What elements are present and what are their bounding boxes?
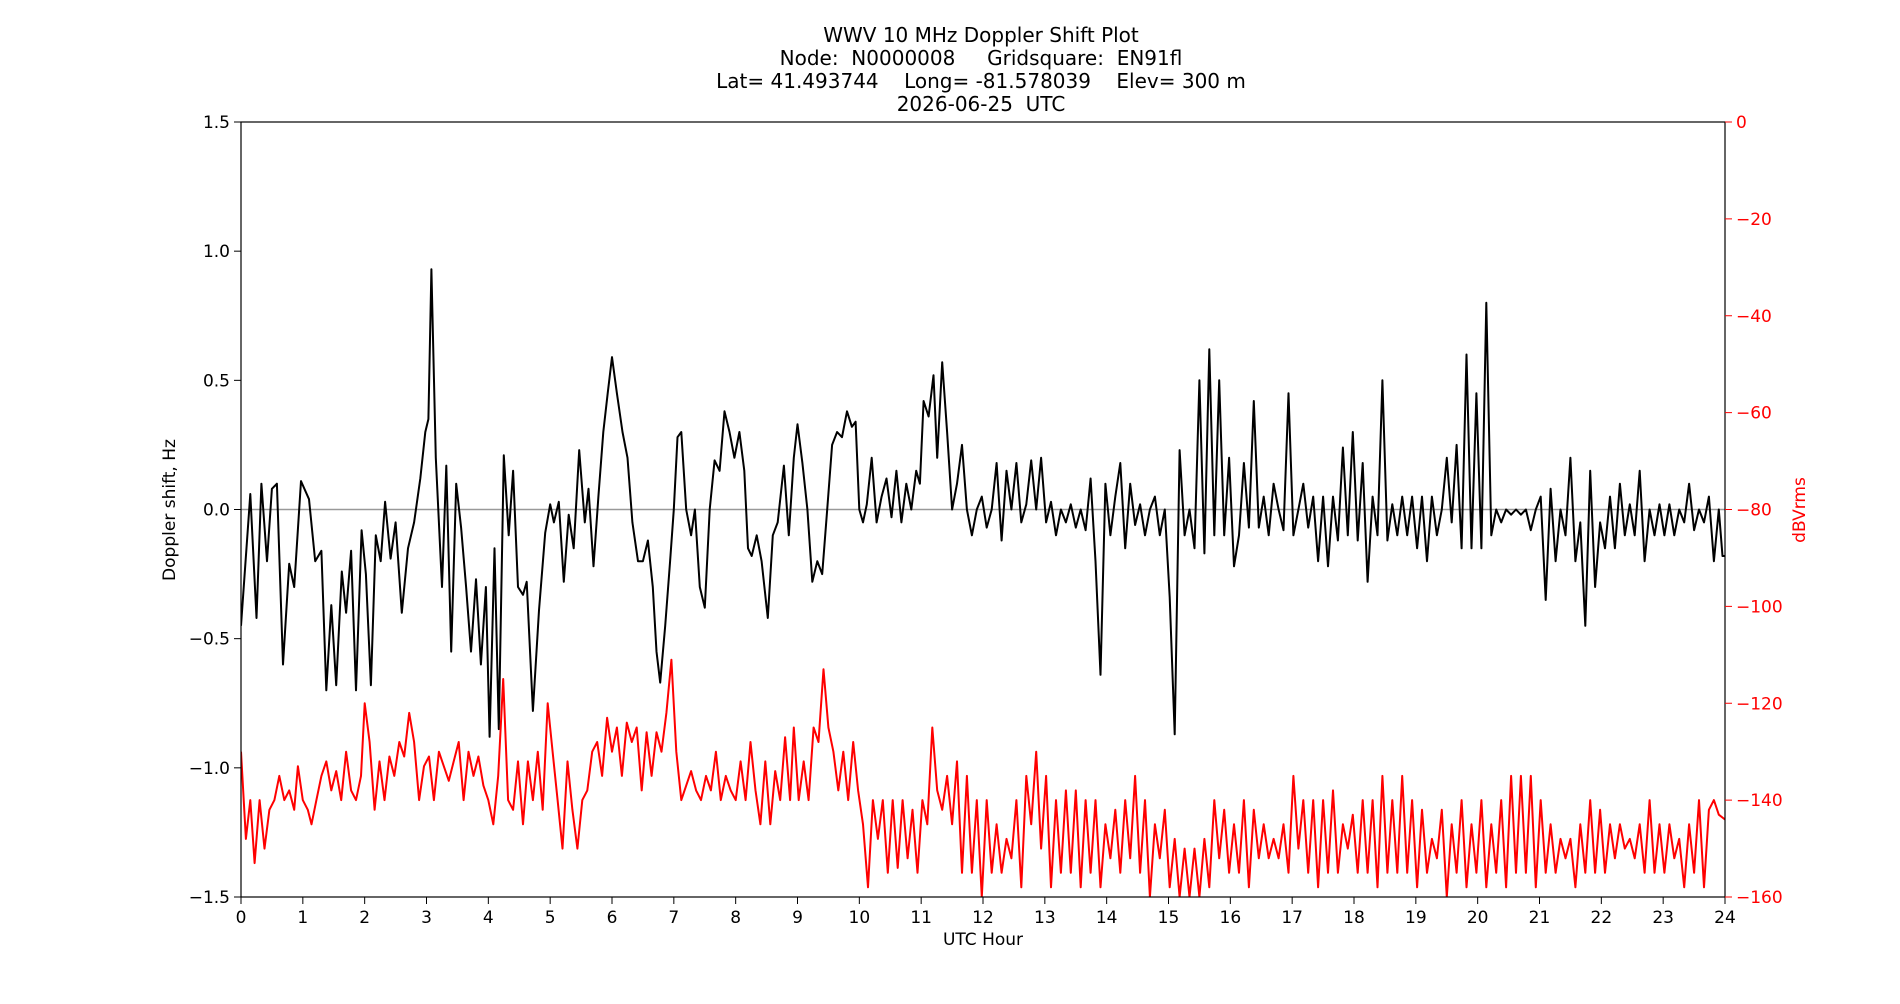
y2-tick-label: −120 xyxy=(1736,694,1783,714)
x-tick-label: 24 xyxy=(1714,908,1736,928)
y-tick-label: −1.5 xyxy=(189,888,230,908)
y2-tick-label: −140 xyxy=(1736,791,1783,811)
x-tick-label: 12 xyxy=(972,908,994,928)
y-tick-label: −0.5 xyxy=(189,630,230,650)
y2-tick-label: −100 xyxy=(1736,597,1783,617)
x-tick-label: 17 xyxy=(1281,908,1303,928)
x-tick-label: 23 xyxy=(1652,908,1674,928)
x-tick-label: 11 xyxy=(910,908,932,928)
x-tick-label: 2 xyxy=(359,908,370,928)
title-line-4: 2026-06-25 UTC xyxy=(897,92,1066,116)
x-tick-label: 0 xyxy=(236,908,247,928)
x-tick-label: 18 xyxy=(1343,908,1365,928)
series-layer xyxy=(241,268,1725,897)
x-tick-label: 19 xyxy=(1405,908,1427,928)
y2-tick-label: −80 xyxy=(1736,501,1772,521)
y-tick-label: 1.0 xyxy=(203,242,230,262)
x-tick-label: 3 xyxy=(421,908,432,928)
y-tick-label: 0.0 xyxy=(203,501,230,521)
x-tick-label: 6 xyxy=(607,908,618,928)
y-tick-label: 0.5 xyxy=(203,371,230,391)
power-series-line xyxy=(241,658,1725,897)
x-axis-label: UTC Hour xyxy=(943,930,1023,950)
y-axis-label: Doppler shift, Hz xyxy=(160,439,180,581)
title-line-3: Lat= 41.493744 Long= -81.578039 Elev= 30… xyxy=(716,69,1246,93)
x-tick-label: 5 xyxy=(545,908,556,928)
x-tick-label: 15 xyxy=(1158,908,1180,928)
y-axis-right: 0 −20 −40 −60 −80 −100 −120 −140 −160 xyxy=(1725,113,1783,908)
x-tick-label: 10 xyxy=(849,908,871,928)
doppler-series-line xyxy=(241,268,1725,738)
y2-tick-label: 0 xyxy=(1736,113,1747,133)
x-tick-label: 9 xyxy=(792,908,803,928)
x-tick-label: 13 xyxy=(1034,908,1056,928)
title-line-2: Node: N0000008 Gridsquare: EN91fl xyxy=(780,46,1183,70)
x-tick-label: 8 xyxy=(730,908,741,928)
x-tick-label: 16 xyxy=(1220,908,1242,928)
title-line-1: WWV 10 MHz Doppler Shift Plot xyxy=(823,23,1139,47)
y-tick-label: 1.5 xyxy=(203,113,230,133)
x-tick-label: 22 xyxy=(1591,908,1613,928)
x-tick-label: 21 xyxy=(1529,908,1551,928)
x-axis: 0 1 2 3 4 5 6 7 8 9 10 11 12 13 14 15 16 17 18 19 20 21 22 23 24 xyxy=(236,897,1736,928)
x-tick-label: 7 xyxy=(668,908,679,928)
y-tick-label: −1.0 xyxy=(189,759,230,779)
y-axis-left: 1.5 1.0 0.5 0.0 −0.5 −1.0 −1.5 xyxy=(189,113,241,908)
y2-tick-label: −20 xyxy=(1736,210,1772,230)
x-tick-label: 14 xyxy=(1096,908,1118,928)
x-tick-label: 4 xyxy=(483,908,494,928)
y2-tick-label: −40 xyxy=(1736,307,1772,327)
y2-tick-label: −60 xyxy=(1736,404,1772,424)
chart-title: WWV 10 MHz Doppler Shift Plot Node: N000… xyxy=(716,23,1246,116)
x-tick-label: 1 xyxy=(297,908,308,928)
y2-tick-label: −160 xyxy=(1736,888,1783,908)
y2-axis-label: dBVrms xyxy=(1790,477,1810,543)
x-tick-label: 20 xyxy=(1467,908,1489,928)
